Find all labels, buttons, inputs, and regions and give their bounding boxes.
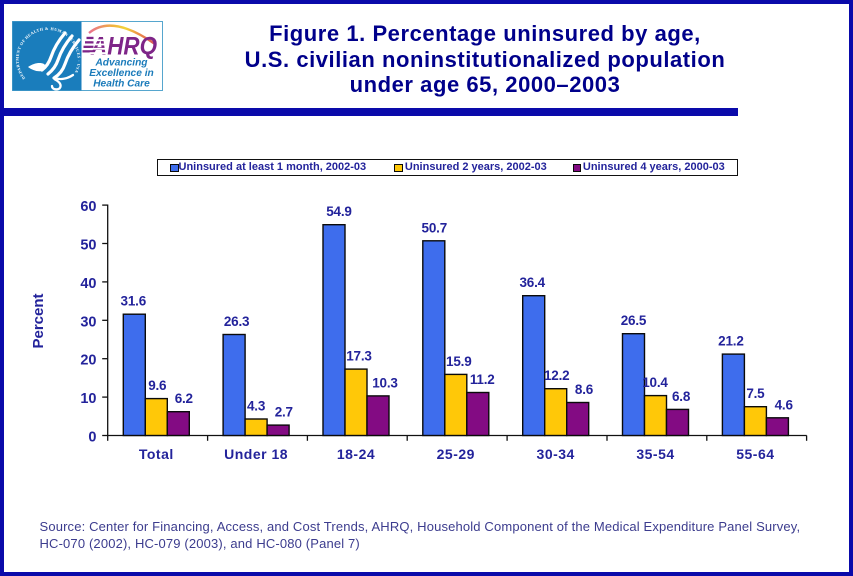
svg-text:25-29: 25-29 <box>437 446 475 462</box>
svg-text:50.7: 50.7 <box>422 220 447 235</box>
svg-text:10.3: 10.3 <box>372 375 398 390</box>
svg-text:Under 18: Under 18 <box>224 446 288 462</box>
svg-text:26.3: 26.3 <box>224 314 250 329</box>
svg-text:18-24: 18-24 <box>337 446 375 462</box>
svg-text:30-34: 30-34 <box>537 446 575 462</box>
svg-text:26.5: 26.5 <box>621 313 647 328</box>
svg-text:8.6: 8.6 <box>575 382 594 397</box>
svg-text:9.6: 9.6 <box>148 378 167 393</box>
svg-text:Percent: Percent <box>30 293 47 348</box>
svg-text:17.3: 17.3 <box>346 349 372 364</box>
svg-text:36.4: 36.4 <box>519 275 545 290</box>
svg-text:35-54: 35-54 <box>636 446 674 462</box>
svg-text:15.9: 15.9 <box>446 354 471 369</box>
svg-text:50: 50 <box>80 238 96 254</box>
svg-text:Advancing: Advancing <box>94 57 148 68</box>
svg-text:Total: Total <box>139 446 174 462</box>
svg-text:10: 10 <box>80 391 96 407</box>
svg-text:4.3: 4.3 <box>247 399 266 414</box>
svg-text:31.6: 31.6 <box>121 294 147 309</box>
svg-text:11.2: 11.2 <box>470 372 495 387</box>
svg-text:Health Care: Health Care <box>93 78 150 89</box>
svg-text:55-64: 55-64 <box>736 446 774 462</box>
svg-text:6.8: 6.8 <box>672 389 691 404</box>
svg-text:7.5: 7.5 <box>746 386 765 401</box>
svg-text:12.2: 12.2 <box>544 368 569 383</box>
svg-text:10.4: 10.4 <box>642 375 668 390</box>
svg-text:0: 0 <box>88 430 96 446</box>
svg-text:40: 40 <box>80 276 96 292</box>
svg-text:6.2: 6.2 <box>175 391 193 406</box>
svg-text:Excellence in: Excellence in <box>89 68 154 79</box>
svg-text:4.6: 4.6 <box>775 397 794 412</box>
svg-text:AHRQ: AHRQ <box>90 32 157 60</box>
svg-text:60: 60 <box>80 199 96 215</box>
svg-text:21.2: 21.2 <box>718 334 743 349</box>
svg-text:20: 20 <box>80 353 96 369</box>
svg-text:54.9: 54.9 <box>326 204 351 219</box>
svg-text:2.7: 2.7 <box>275 405 293 420</box>
svg-text:30: 30 <box>80 314 96 330</box>
